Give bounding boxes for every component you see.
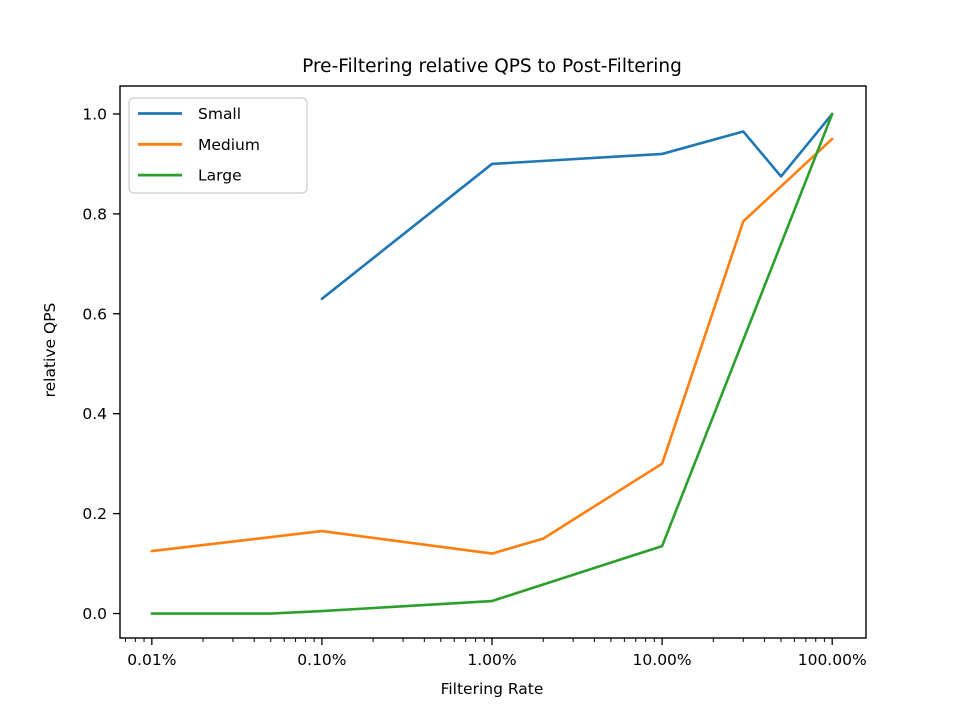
x-tick-label: 1.00% [467, 651, 516, 669]
y-tick-label: 0.0 [82, 605, 107, 623]
x-tick-label: 0.01% [127, 651, 176, 669]
y-tick-label: 0.8 [82, 205, 107, 223]
x-tick-label: 10.00% [633, 651, 692, 669]
legend-entry-large: Large [138, 167, 242, 185]
series-line-large [150, 112, 834, 615]
series-line-medium [150, 137, 834, 555]
series-line-small [320, 112, 834, 301]
plot-area [119, 85, 867, 639]
y-tick-label: 0.6 [82, 305, 107, 323]
legend-label: Medium [198, 136, 260, 154]
series-lines [150, 112, 834, 615]
legend: Small Medium Large [128, 97, 308, 194]
legend-label: Large [198, 167, 242, 185]
x-tick-label: 100.00% [798, 651, 867, 669]
y-tick-label: 0.2 [82, 505, 107, 523]
y-tick-label: 1.0 [82, 105, 107, 123]
legend-entry-small: Small [138, 105, 241, 123]
chart-title: Pre-Filtering relative QPS to Post-Filte… [302, 56, 682, 77]
x-tick-label: 0.10% [297, 651, 346, 669]
legend-label: Small [198, 105, 241, 123]
legend-box [128, 97, 308, 194]
y-tick-label: 0.4 [82, 405, 107, 423]
legend-entry-medium: Medium [138, 136, 260, 154]
axis-ticks: 0.01% 0.10% 1.00% 10.00% 100.00% 0.0 0.2 0.4 0.6… [82, 105, 866, 669]
y-axis-label: relative QPS [41, 303, 59, 398]
x-axis-label: Filtering Rate [441, 680, 544, 698]
